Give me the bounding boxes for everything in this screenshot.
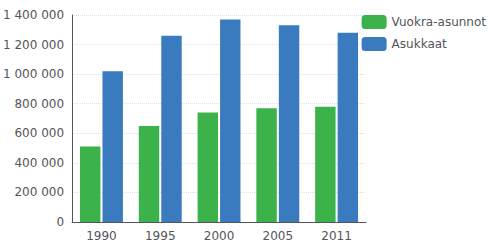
svg-text:Vuokra-asunnot: Vuokra-asunnot [392, 15, 487, 29]
svg-text:1 000 000: 1 000 000 [3, 67, 64, 81]
svg-text:200 000: 200 000 [14, 185, 64, 199]
svg-text:2011: 2011 [321, 229, 352, 243]
svg-text:800 000: 800 000 [14, 97, 64, 111]
svg-text:0: 0 [56, 215, 64, 229]
svg-text:1 200 000: 1 200 000 [3, 38, 64, 52]
svg-text:600 000: 600 000 [14, 126, 64, 140]
svg-text:2005: 2005 [263, 229, 294, 243]
svg-text:Asukkaat: Asukkaat [392, 37, 447, 51]
svg-text:400 000: 400 000 [14, 156, 64, 170]
svg-text:1990: 1990 [86, 229, 117, 243]
svg-text:1 400 000: 1 400 000 [3, 8, 64, 22]
svg-text:1995: 1995 [145, 229, 176, 243]
svg-text:2000: 2000 [204, 229, 235, 243]
